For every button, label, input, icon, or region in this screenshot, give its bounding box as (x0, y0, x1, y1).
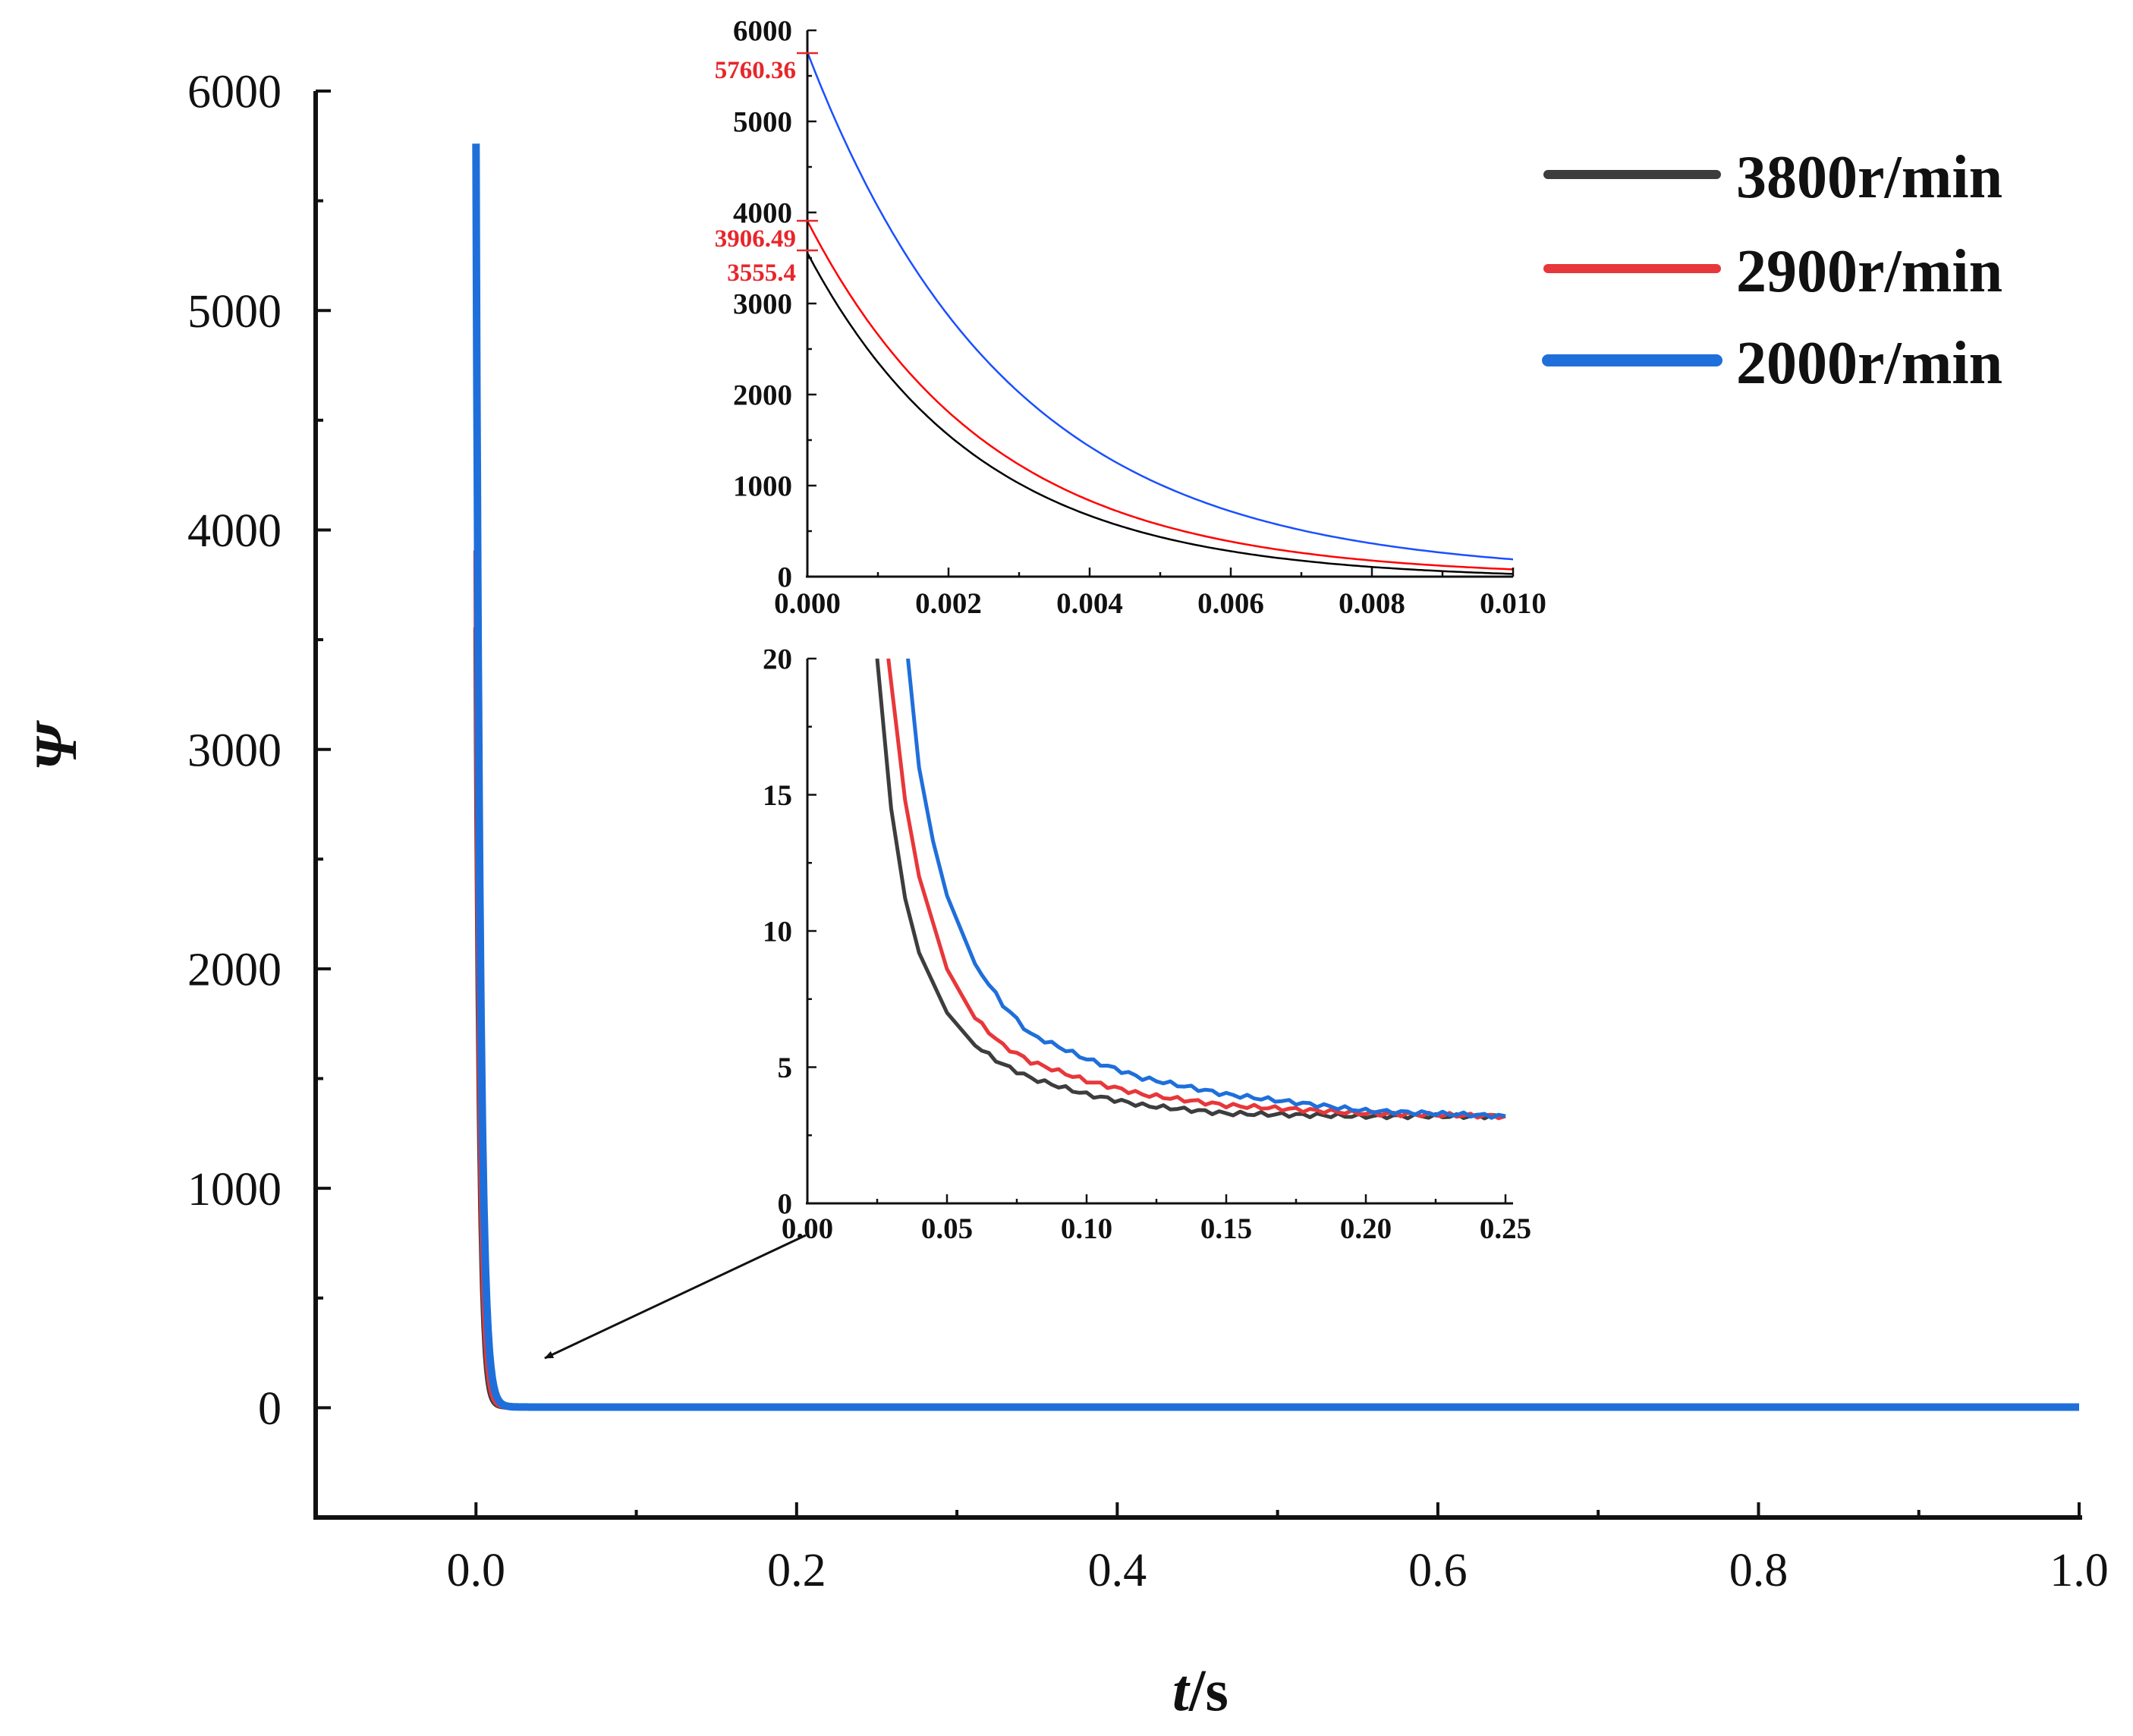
inset-top-series-2000 (807, 52, 1513, 561)
inset-bottom-xtick-label: 0.15 (1200, 1212, 1252, 1245)
inset-bottom-xtick-label: 0.10 (1061, 1212, 1112, 1245)
legend-label-2000: 2000r/min (1736, 330, 2002, 397)
main-x-label-symbol: t (1172, 1657, 1191, 1723)
inset-top-ytick-label: 0 (778, 561, 793, 594)
inset-top-xtick-label: 0.008 (1339, 587, 1405, 620)
inset-top-series-2900 (807, 220, 1513, 571)
main-xtick-label: 0.6 (1408, 1545, 1468, 1596)
annotation-3555: 3555.4 (727, 259, 796, 287)
legend-label-2900: 2900r/min (1736, 238, 2002, 305)
inset-top-xtick-label: 0.004 (1056, 587, 1123, 620)
main-xtick-label: 0.4 (1088, 1545, 1147, 1596)
inset-bottom-series-2000 (906, 659, 1506, 1120)
inset-bottom-ytick-label: 0 (778, 1188, 793, 1221)
inset-bottom-series-group (875, 659, 1506, 1121)
inset-top-ytick-label: 6000 (733, 15, 792, 48)
inset-top-xtick-label: 0.006 (1197, 587, 1264, 620)
main-series-3800 (473, 627, 2079, 1410)
main-ytick-label: 1000 (187, 1164, 282, 1216)
inset-top-xtick-label: 0.000 (774, 587, 841, 620)
main-chart: 0.0 0.2 0.4 0.6 0.8 1.0 010002000300040005000… (23, 67, 2109, 1723)
inset-bottom-ytick-label: 10 (763, 916, 792, 948)
inset-top-chart: 0.000 0.002 0.004 0.006 0.008 0.010 0 1000 2000… (715, 15, 1546, 620)
inset-bottom-xtick-label: 0.25 (1480, 1212, 1531, 1245)
main-ytick-label: 0 (258, 1383, 282, 1435)
inset-top-x-ticks: 0.000 0.002 0.004 0.006 0.008 0.010 (774, 568, 1546, 620)
main-xtick-label: 0.8 (1729, 1545, 1789, 1596)
inset-bottom-xtick-label: 0.05 (921, 1212, 973, 1245)
main-ytick-label: 5000 (187, 286, 282, 338)
legend: 3800r/min 2900r/min 2000r/min (1542, 144, 2002, 397)
inset-bottom-ytick-label: 15 (763, 779, 792, 812)
inset-bottom-ytick-label: 20 (763, 643, 792, 676)
main-series-2900 (473, 550, 2079, 1410)
main-series-group (472, 143, 2079, 1411)
inset-top-ytick-label: 2000 (733, 379, 792, 412)
inset-bottom-series-3800 (875, 659, 1506, 1121)
main-x-ticks: 0.0 0.2 0.4 0.6 0.8 1.0 (447, 1502, 2109, 1596)
annotation-5760: 5760.36 (715, 57, 796, 84)
main-xtick-label: 0.0 (447, 1545, 506, 1596)
inset-top-ytick-label: 3000 (733, 288, 792, 321)
inset-bottom-y-ticks: 0 5 10 15 20 (763, 643, 816, 1221)
inset-bottom-chart: 0.00 0.05 0.10 0.15 0.20 0.25 0 5 10 15 20 (763, 643, 1531, 1245)
inset-top-xtick-label: 0.010 (1480, 587, 1546, 620)
inset-top-ytick-label: 5000 (733, 106, 792, 139)
zoom-arrow (544, 1234, 807, 1360)
annotation-3906: 3906.49 (715, 225, 796, 253)
main-ytick-label: 2000 (187, 945, 282, 996)
inset-top-annotations: 5760.36 3906.49 3555.4 (715, 52, 818, 287)
inset-bottom-series-2900 (886, 659, 1506, 1121)
inset-bottom-xtick-label: 0.20 (1340, 1212, 1392, 1245)
inset-top-ytick-label: 4000 (733, 197, 792, 230)
main-xtick-label: 0.2 (767, 1545, 826, 1596)
main-x-label-unit: /s (1188, 1657, 1229, 1723)
inset-top-y-ticks: 0 1000 2000 3000 4000 5000 6000 (733, 15, 816, 594)
main-y-label: Ψ (23, 719, 89, 771)
main-xtick-label: 1.0 (2050, 1545, 2109, 1596)
main-ytick-label: 4000 (187, 505, 282, 557)
inset-top-series-3800 (807, 252, 1513, 575)
main-ytick-label: 6000 (187, 67, 282, 118)
inset-bottom-xtick-label: 0.00 (782, 1212, 833, 1245)
main-ytick-label: 3000 (187, 725, 282, 776)
inset-top-xtick-label: 0.002 (915, 587, 982, 620)
inset-bottom-x-ticks: 0.00 0.05 0.10 0.15 0.20 0.25 (782, 1194, 1531, 1245)
inset-top-ytick-label: 1000 (733, 470, 792, 503)
main-series-2000 (472, 143, 2079, 1411)
main-y-ticks: 0 1000 2000 3000 4000 5000 6000 (187, 67, 331, 1435)
inset-bottom-ytick-label: 5 (778, 1052, 793, 1084)
legend-label-3800: 3800r/min (1736, 144, 2002, 211)
main-x-label: t/s (1172, 1657, 1229, 1723)
main-axes (313, 91, 2082, 1520)
inset-top-series-group (807, 52, 1513, 575)
